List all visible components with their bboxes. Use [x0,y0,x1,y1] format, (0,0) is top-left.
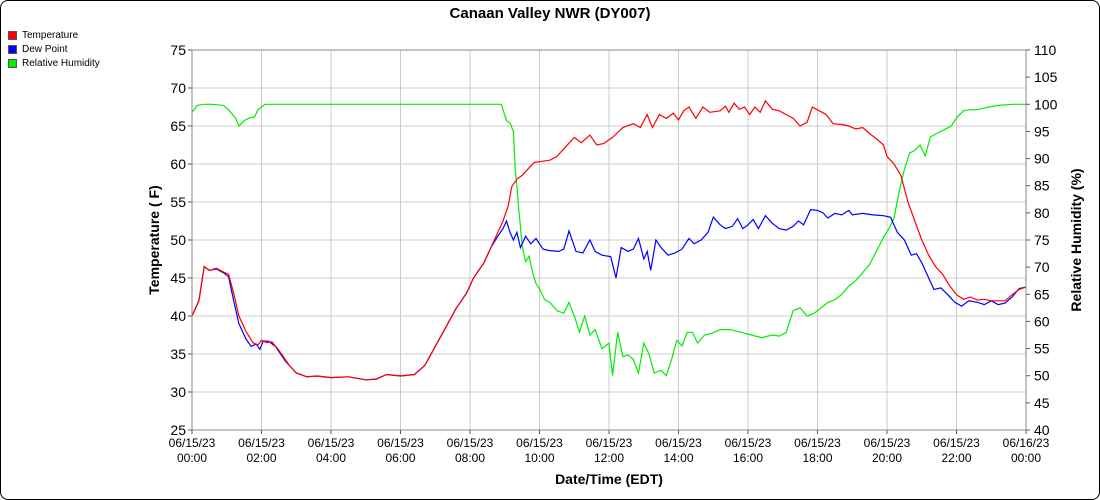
right-tick-label: 110 [1034,42,1057,58]
right-tick-label: 90 [1034,151,1050,167]
left-axis-label: Temperature ( F) [146,185,162,294]
x-tick-time: 22:00 [941,451,971,465]
legend-swatch [8,44,17,54]
x-tick-date: 06/15/23 [238,436,285,450]
right-tick-label: 70 [1034,259,1050,275]
left-axis-ticks: 25 30 35 40 45 50 55 60 65 70 75 [170,42,192,438]
temperature-line [191,99,1027,381]
right-tick-label: 65 [1034,286,1050,302]
right-tick-label: 95 [1034,123,1050,139]
left-tick-label: 65 [170,118,186,134]
x-tick-time: 18:00 [802,451,832,465]
x-axis-label: Date/Time (EDT) [555,471,663,487]
x-tick-date: 06/15/23 [308,436,355,450]
right-tick-label: 50 [1034,368,1050,384]
grid-lines [191,49,1027,431]
x-tick-date: 06/15/23 [794,436,841,450]
right-tick-label: 60 [1034,313,1050,329]
left-tick-label: 60 [170,156,186,172]
right-axis-ticks: 40 45 50 55 60 65 70 75 80 85 90 95 100 105 110 [1026,42,1058,438]
x-tick-time: 16:00 [733,451,763,465]
legend-label: Relative Humidity [22,57,100,69]
x-tick-date: 06/15/23 [447,436,494,450]
legend-label: Dew Point [22,43,68,55]
right-tick-label: 85 [1034,178,1050,194]
right-tick-label: 55 [1034,341,1050,357]
x-tick-date: 06/15/23 [725,436,772,450]
right-tick-label: 45 [1034,395,1050,411]
x-axis-ticks: 06/15/2300:0006/15/2302:0006/15/2304:000… [169,430,1050,465]
plot-area [191,49,1027,431]
left-tick-label: 70 [170,80,186,96]
right-tick-label: 100 [1034,96,1058,112]
x-tick-time: 04:00 [316,451,346,465]
legend-label: Temperature [22,29,79,41]
x-tick-time: 10:00 [524,451,554,465]
left-tick-label: 35 [170,346,186,362]
legend-item-temperature: Temperature [8,28,100,42]
x-tick-time: 06:00 [385,451,415,465]
x-tick-date: 06/15/23 [655,436,702,450]
x-tick-date: 06/15/23 [933,436,980,450]
x-tick-time: 00:00 [177,451,207,465]
x-tick-time: 20:00 [872,451,902,465]
x-tick-date: 06/15/23 [516,436,563,450]
chart-title: Canaan Valley NWR (DY007) [450,5,651,22]
legend-swatch [8,30,17,40]
legend-swatch [8,58,17,68]
x-tick-time: 00:00 [1011,451,1041,465]
chart-legend: Temperature Dew Point Relative Humidity [8,28,100,70]
x-tick-date: 06/15/23 [377,436,424,450]
legend-item-dew-point: Dew Point [8,42,100,56]
x-tick-date: 06/15/23 [864,436,911,450]
right-tick-label: 75 [1034,232,1050,248]
left-tick-label: 25 [170,422,186,438]
x-tick-time: 08:00 [455,451,485,465]
relative-humidity-line [191,103,1026,377]
left-tick-label: 45 [170,270,186,286]
x-tick-date: 06/15/23 [169,436,216,450]
x-tick-time: 12:00 [594,451,624,465]
left-tick-label: 40 [170,308,186,324]
right-tick-label: 80 [1034,205,1050,221]
left-tick-label: 50 [170,232,186,248]
right-tick-label: 105 [1034,69,1058,85]
left-tick-label: 30 [170,384,186,400]
x-tick-date: 06/16/23 [1003,436,1050,450]
x-tick-time: 14:00 [663,451,693,465]
right-tick-label: 40 [1034,422,1050,438]
right-axis-label: Relative Humidity (%) [1068,168,1084,311]
x-tick-date: 06/15/23 [586,436,633,450]
left-tick-label: 75 [170,42,186,58]
series-lines [191,99,1027,381]
left-tick-label: 55 [170,194,186,210]
legend-item-relative-humidity: Relative Humidity [8,56,100,70]
x-tick-time: 02:00 [246,451,276,465]
